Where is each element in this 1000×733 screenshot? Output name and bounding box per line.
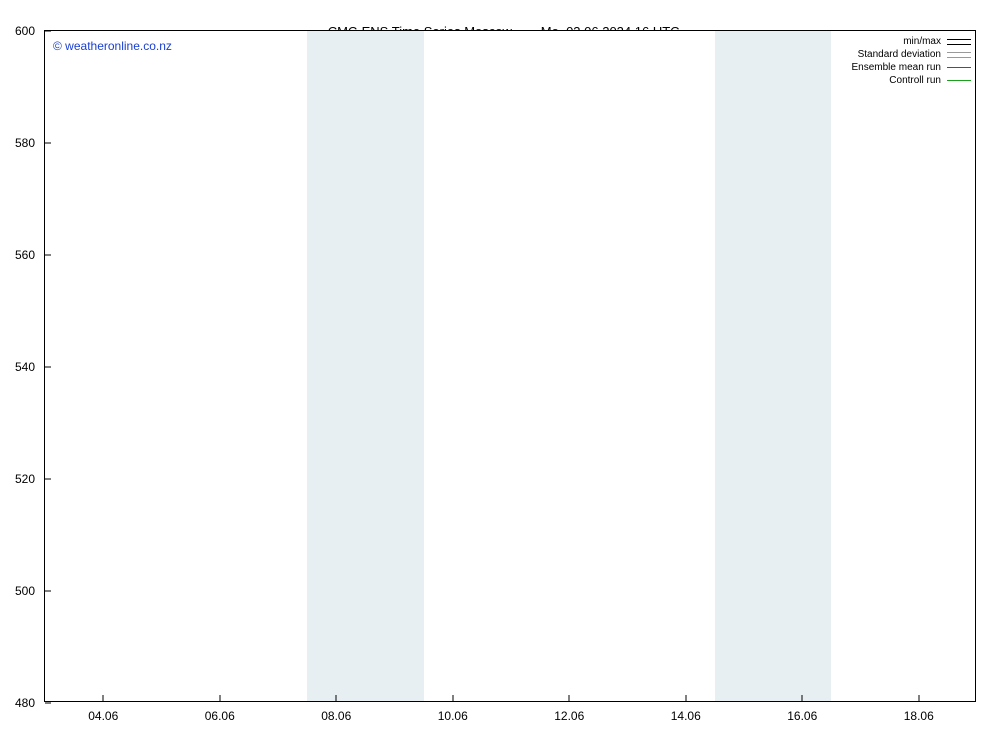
legend: min/max Standard deviation Ensemble mean r…	[852, 35, 972, 87]
legend-item: Controll run	[852, 74, 972, 87]
x-tick-label: 14.06	[671, 701, 701, 723]
y-tick-label: 600	[15, 24, 45, 38]
x-tick-label: 16.06	[787, 701, 817, 723]
legend-item: min/max	[852, 35, 972, 48]
x-tick-mark	[918, 695, 919, 701]
weekend-band	[715, 31, 773, 701]
watermark-text: © weatheronline.co.nz	[53, 39, 172, 53]
legend-swatch	[947, 37, 971, 47]
legend-label: Controll run	[889, 75, 941, 86]
y-tick-label: 580	[15, 136, 45, 150]
legend-swatch	[947, 50, 971, 60]
x-tick-mark	[219, 695, 220, 701]
y-tick-label: 540	[15, 360, 45, 374]
weekend-band	[365, 31, 423, 701]
y-tick-label: 560	[15, 248, 45, 262]
legend-label: Standard deviation	[858, 49, 941, 60]
legend-item: Ensemble mean run	[852, 61, 972, 74]
legend-label: min/max	[903, 36, 941, 47]
y-tick-mark	[45, 367, 51, 368]
x-tick-mark	[569, 695, 570, 701]
legend-item: Standard deviation	[852, 48, 972, 61]
y-tick-mark	[45, 31, 51, 32]
legend-swatch	[947, 63, 971, 73]
y-tick-mark	[45, 479, 51, 480]
y-tick-mark	[45, 703, 51, 704]
y-tick-label: 500	[15, 584, 45, 598]
x-tick-label: 18.06	[904, 701, 934, 723]
plot-area: © weatheronline.co.nz min/max Standard de…	[44, 30, 976, 702]
legend-label: Ensemble mean run	[852, 62, 942, 73]
x-tick-mark	[802, 695, 803, 701]
x-tick-label: 06.06	[205, 701, 235, 723]
x-tick-label: 08.06	[321, 701, 351, 723]
y-tick-label: 520	[15, 472, 45, 486]
x-tick-label: 04.06	[88, 701, 118, 723]
chart-container: { "title_left": "CMC-ENS Time Series Mos…	[0, 0, 1000, 733]
x-tick-label: 10.06	[438, 701, 468, 723]
y-tick-mark	[45, 143, 51, 144]
x-tick-mark	[452, 695, 453, 701]
y-tick-label: 480	[15, 696, 45, 710]
weekend-band	[773, 31, 831, 701]
y-tick-mark	[45, 255, 51, 256]
y-tick-mark	[45, 591, 51, 592]
legend-swatch	[947, 76, 971, 86]
x-tick-mark	[103, 695, 104, 701]
x-tick-mark	[336, 695, 337, 701]
x-tick-label: 12.06	[554, 701, 584, 723]
x-tick-mark	[685, 695, 686, 701]
weekend-band	[307, 31, 365, 701]
